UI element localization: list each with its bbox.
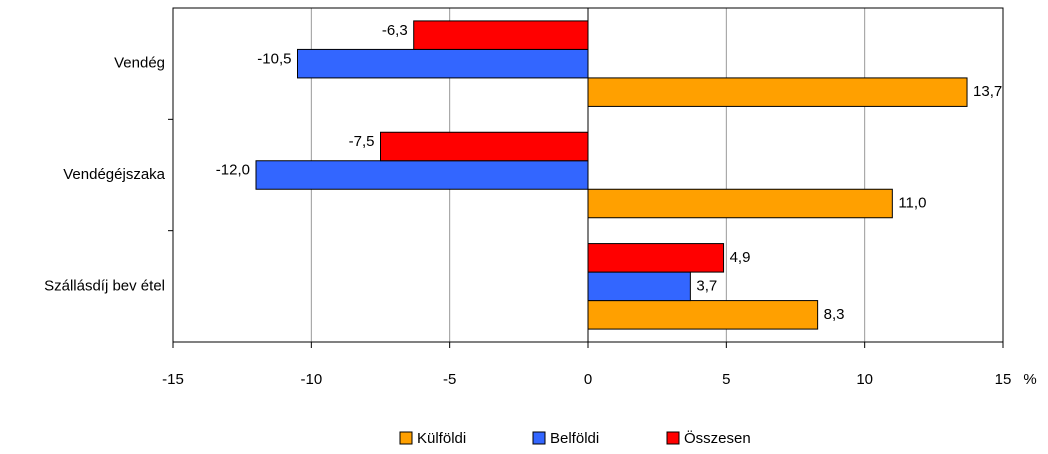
bar bbox=[587, 243, 725, 273]
y-tick-label: Vendég bbox=[114, 55, 165, 72]
x-tick-label: -10 bbox=[300, 371, 322, 388]
x-tick-label: 15 bbox=[995, 371, 1012, 388]
x-tick-label: 5 bbox=[722, 371, 730, 388]
bar bbox=[255, 160, 589, 190]
bar bbox=[587, 271, 691, 302]
data-label: -7,5 bbox=[349, 133, 375, 150]
data-label: 8,3 bbox=[824, 306, 845, 323]
legend-swatch bbox=[532, 431, 546, 445]
bar bbox=[587, 77, 968, 107]
data-label: 11,0 bbox=[898, 194, 926, 211]
legend-label: Külföldi bbox=[417, 430, 466, 447]
legend-label: Belföldi bbox=[550, 430, 599, 447]
bar bbox=[297, 48, 589, 79]
bar bbox=[380, 131, 589, 162]
data-label: -10,5 bbox=[257, 50, 291, 67]
data-label: -6,3 bbox=[382, 22, 408, 39]
x-tick-label: 0 bbox=[584, 371, 592, 388]
plot-frame bbox=[172, 7, 1004, 343]
bar bbox=[587, 300, 819, 330]
data-label: 4,9 bbox=[730, 249, 751, 266]
x-tick-label: -5 bbox=[443, 371, 456, 388]
data-label: -12,0 bbox=[216, 162, 250, 179]
bar bbox=[587, 188, 893, 219]
y-tick-label: Szállásdíj bev étel bbox=[44, 277, 165, 294]
x-axis-unit: % bbox=[1023, 371, 1036, 388]
data-label: 13,7 bbox=[973, 83, 1002, 100]
legend-label: Összesen bbox=[684, 429, 751, 447]
legend-swatch bbox=[399, 431, 413, 445]
bar bbox=[413, 20, 589, 50]
data-label: 3,7 bbox=[696, 277, 717, 294]
legend-swatch bbox=[666, 431, 680, 445]
y-tick-label: Vendégéjszaka bbox=[63, 166, 165, 183]
x-tick-label: -15 bbox=[162, 371, 184, 388]
x-tick-label: 10 bbox=[856, 371, 873, 388]
